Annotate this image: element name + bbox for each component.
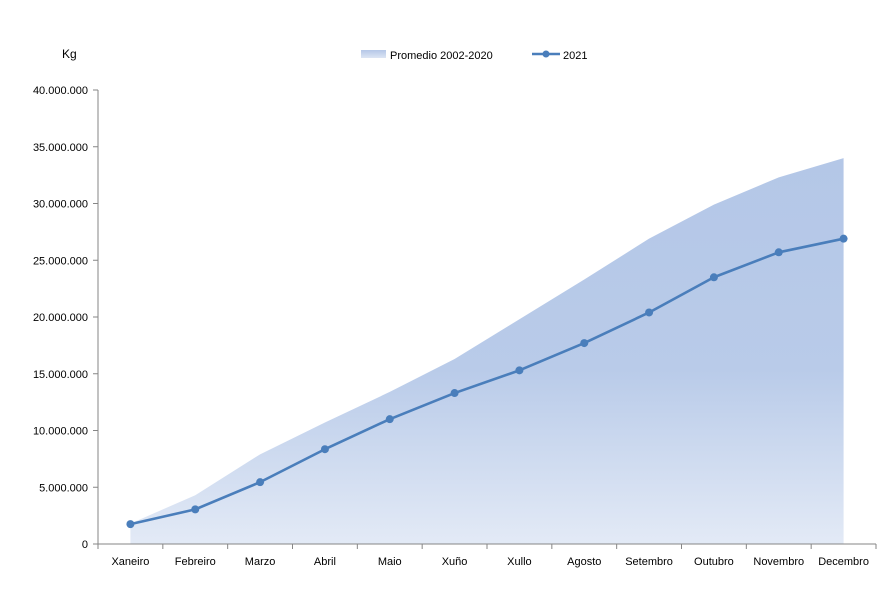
- data-point-2021: [385, 415, 394, 424]
- legend-label-area: Promedio 2002-2020: [390, 50, 493, 62]
- x-tick-label: Maio: [378, 556, 402, 568]
- x-tick-label: Marzo: [245, 556, 276, 568]
- y-tick-label: 30.000.000: [33, 199, 88, 211]
- legend-label-line: 2021: [563, 50, 587, 62]
- y-tick-label: 0: [82, 539, 88, 551]
- y-tick-label: 10.000.000: [33, 426, 88, 438]
- data-point-2021: [515, 366, 524, 375]
- data-point-2021: [839, 234, 848, 243]
- y-tick-label: 40.000.000: [33, 85, 88, 97]
- legend-swatch-marker: [542, 50, 550, 58]
- y-tick-label: 5.000.000: [39, 482, 88, 494]
- data-point-2021: [709, 273, 718, 282]
- x-tick-label: Setembro: [625, 556, 673, 568]
- data-point-2021: [126, 520, 135, 529]
- legend: Promedio 2002-2020 2021: [361, 50, 587, 62]
- x-tick-label: Xaneiro: [111, 556, 149, 568]
- x-tick-label: Agosto: [567, 556, 601, 568]
- data-point-2021: [191, 505, 200, 514]
- x-tick-label: Xuño: [442, 556, 468, 568]
- y-tick-label: 25.000.000: [33, 255, 88, 267]
- series-area-promedio: [130, 158, 844, 544]
- y-tick-label: 15.000.000: [33, 369, 88, 381]
- x-tick-label: Febreiro: [175, 556, 216, 568]
- data-point-2021: [580, 339, 589, 348]
- legend-swatch-area: [361, 50, 386, 58]
- x-tick-label: Xullo: [507, 556, 531, 568]
- data-point-2021: [320, 445, 329, 454]
- y-axis-unit-label: Kg: [62, 47, 77, 61]
- plot-area: 0 5.000.000 10.000.000 15.000.000 20.000.000…: [33, 85, 877, 568]
- data-point-2021: [256, 478, 265, 487]
- y-tick-label: 20.000.000: [33, 312, 88, 324]
- x-tick-label: Novembro: [753, 556, 804, 568]
- series-line-2021: [130, 237, 844, 526]
- data-point-2021: [450, 389, 459, 398]
- x-tick-label: Decembro: [818, 556, 869, 568]
- x-tick-label: Abril: [314, 556, 336, 568]
- data-point-2021: [645, 308, 654, 317]
- data-point-2021: [774, 248, 783, 257]
- x-tick-label: Outubro: [694, 556, 734, 568]
- y-tick-label: 35.000.000: [33, 142, 88, 154]
